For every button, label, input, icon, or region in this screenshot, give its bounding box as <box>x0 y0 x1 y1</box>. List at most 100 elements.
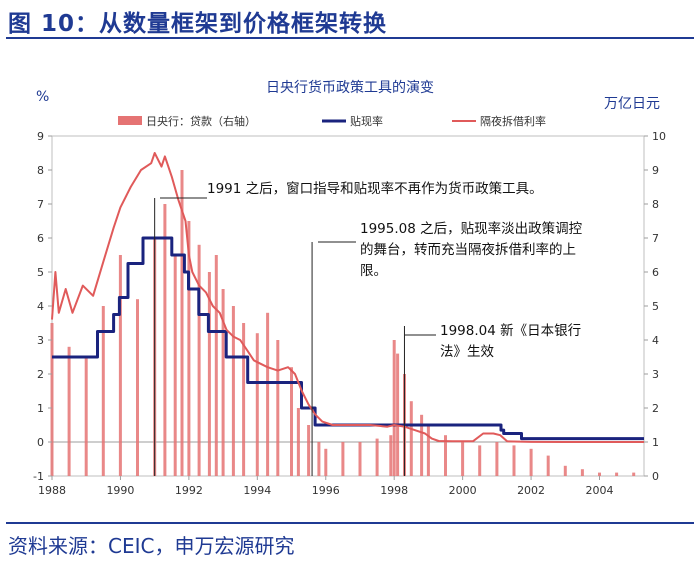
rate-lines <box>51 152 644 443</box>
loans-bar-28 <box>389 435 393 476</box>
x-tick-2: 1992 <box>175 484 203 497</box>
figure-title: 图 10：从数量框架到价格框架转换 <box>8 11 388 37</box>
x-tick-7: 2002 <box>517 484 545 497</box>
y-left-tick-9: 8 <box>37 164 44 177</box>
loans-bar-19 <box>276 340 280 476</box>
y-left-tick-5: 4 <box>37 300 44 313</box>
loans-bar-38 <box>495 442 499 476</box>
loans-bar-8 <box>173 255 177 476</box>
loans-bar-13 <box>214 255 218 476</box>
loans-bar-43 <box>580 469 584 476</box>
annotation-1-line-1: 的舞台，转而充当隔夜拆借利率的上 <box>360 241 576 258</box>
legend-discount-rate-label: 贴现率 <box>350 114 383 128</box>
y-right-tick-7: 7 <box>652 232 659 245</box>
x-tick-0: 1988 <box>38 484 66 497</box>
y-right-tick-1: 1 <box>652 436 659 449</box>
x-tick-5: 1998 <box>380 484 408 497</box>
loans-bar-44 <box>598 472 601 476</box>
y-left-tick-3: 2 <box>37 368 44 381</box>
loans-bar-20 <box>290 367 293 476</box>
loans-bar-16 <box>242 323 246 476</box>
loans-bar-30 <box>396 353 400 476</box>
loans-bar-26 <box>358 442 362 476</box>
chart: 日央行货币政策工具的演变 % 万亿日元 日央行：贷款（右轴） 贴现率 隔夜拆借利率 … <box>33 79 666 497</box>
loans-bar-33 <box>420 414 424 476</box>
loans-bar-0 <box>50 323 54 476</box>
annotation-0-line-0: 1991 之后，窗口指导和贴现率不再作为货币政策工具。 <box>207 180 543 197</box>
loans-bar-32 <box>409 401 413 476</box>
axes: -1 0 1 2 3 4 5 6 7 8 9 0 1 2 3 4 5 6 7 8 9 10 1988 1990 1992 1994… <box>33 130 666 497</box>
loans-bar-11 <box>197 244 201 476</box>
loans-bar-36 <box>461 442 465 476</box>
footer-rule <box>6 522 694 524</box>
loans-bar-14 <box>221 289 225 476</box>
loans-bar-42 <box>563 465 567 476</box>
loans-bar-25 <box>341 442 345 476</box>
y-right-tick-0: 0 <box>652 470 659 483</box>
y-left-tick-7: 6 <box>37 232 44 245</box>
loans-bar-23 <box>317 442 321 476</box>
loans-bar-5 <box>136 299 139 476</box>
y-left-tick-10: 9 <box>37 130 44 143</box>
y-left-label: % <box>36 89 49 105</box>
y-left-tick-1: 0 <box>37 436 44 449</box>
loans-bar-41 <box>546 455 550 476</box>
y-left-tick-0: -1 <box>33 470 44 483</box>
header-rule <box>6 37 694 39</box>
annotation-2-line-1: 法》生效 <box>440 344 494 360</box>
y-right-tick-6: 6 <box>652 266 659 279</box>
y-left-tick-6: 5 <box>37 266 44 279</box>
annotation-2-line-0: 1998.04 新《日本银行 <box>440 323 581 339</box>
y-right-tick-10: 10 <box>652 130 666 143</box>
loans-bar-22 <box>307 425 311 476</box>
loans-bar-21 <box>296 408 300 476</box>
y-left-tick-4: 3 <box>37 334 44 347</box>
y-right-tick-5: 5 <box>652 300 659 313</box>
loans-bar-7 <box>163 204 167 476</box>
y-right-tick-8: 8 <box>652 198 659 211</box>
loans-bar-29 <box>392 340 396 476</box>
discount-rate-line <box>52 236 644 441</box>
loans-bar-34 <box>426 425 430 476</box>
loans-bar-15 <box>231 306 235 476</box>
loans-bar-12 <box>207 272 211 476</box>
x-tick-4: 1996 <box>312 484 340 497</box>
y-right-tick-4: 4 <box>652 334 659 347</box>
x-tick-6: 2000 <box>449 484 477 497</box>
legend-loans-label: 日央行：贷款（右轴） <box>146 114 256 128</box>
loans-bar-27 <box>375 438 379 476</box>
annotations: 1991 之后，窗口指导和贴现率不再作为货币政策工具。 1995.08 之后，贴现… <box>154 180 583 476</box>
y-right-tick-3: 3 <box>652 368 659 381</box>
loans-bar-40 <box>529 448 533 476</box>
chart-title: 日央行货币政策工具的演变 <box>266 79 434 96</box>
y-right-tick-2: 2 <box>652 402 659 415</box>
loans-bar-24 <box>324 448 328 476</box>
loans-bar-39 <box>512 445 516 476</box>
loans-bar-18 <box>266 312 270 476</box>
loans-bar-10 <box>187 221 191 476</box>
legend-overnight-rate-label: 隔夜拆借利率 <box>480 114 546 128</box>
y-right-tick-9: 9 <box>652 164 659 177</box>
source-note: 资料来源：CEIC，申万宏源研究 <box>8 534 295 558</box>
overnight-rate-line <box>51 152 644 443</box>
loans-bar-35 <box>444 435 447 476</box>
legend: 日央行：贷款（右轴） 贴现率 隔夜拆借利率 <box>118 114 546 128</box>
y-left-tick-2: 1 <box>37 402 44 415</box>
loans-bar-17 <box>255 333 259 476</box>
loans-bar-45 <box>615 472 619 476</box>
x-tick-1: 1990 <box>106 484 134 497</box>
legend-loans-swatch <box>118 116 142 125</box>
x-tick-8: 2004 <box>586 484 614 497</box>
x-tick-3: 1994 <box>243 484 271 497</box>
loans-bar-37 <box>478 445 482 476</box>
loans-bar-1 <box>67 346 71 476</box>
loans-bar-9 <box>180 170 184 476</box>
loans-bar-3 <box>101 306 105 476</box>
annotation-1-line-2: 限。 <box>360 263 387 279</box>
loans-bar-4 <box>118 255 122 476</box>
loans-bar-46 <box>632 472 636 476</box>
y-right-label: 万亿日元 <box>604 96 660 112</box>
y-left-tick-8: 7 <box>37 198 44 211</box>
annotation-1-line-0: 1995.08 之后，贴现率淡出政策调控 <box>360 220 583 237</box>
loans-bar-2 <box>84 357 88 476</box>
